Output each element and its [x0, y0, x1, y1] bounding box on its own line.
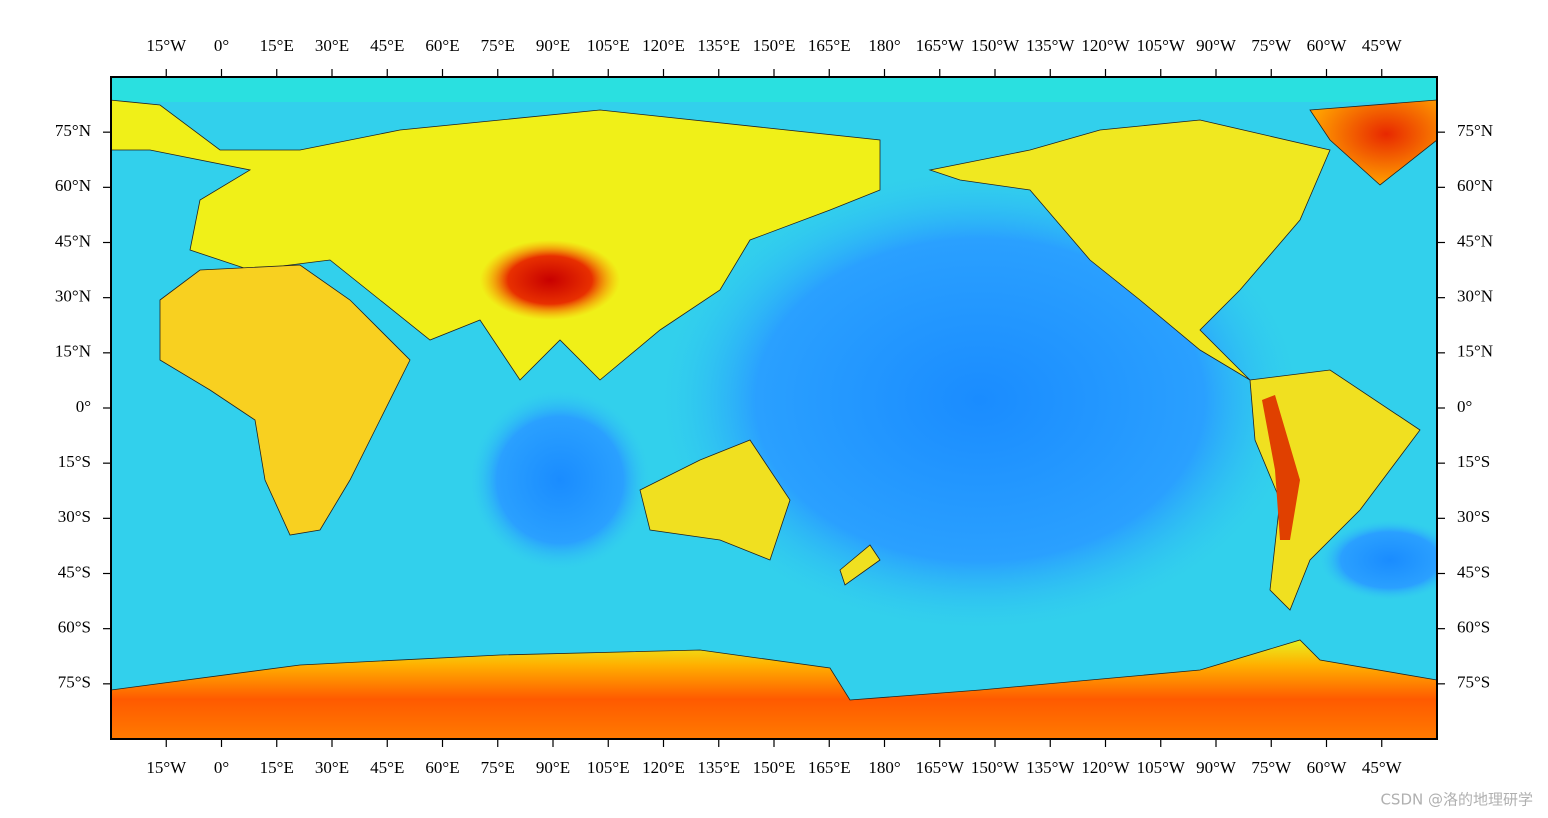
x-tick-label-bottom: 150°W [971, 758, 1020, 777]
x-tick-label-bottom: 60°E [425, 758, 459, 777]
y-tick-label-right: 75°N [1457, 121, 1493, 140]
x-tick-label-bottom: 0° [214, 758, 229, 777]
y-tick-label-left: 30°N [55, 287, 91, 306]
x-tick-label-top: 105°E [587, 36, 630, 55]
y-tick-label-left: 30°S [58, 507, 91, 526]
x-tick-label-bottom: 120°W [1081, 758, 1130, 777]
x-tick-label-top: 60°W [1307, 36, 1348, 55]
x-tick-label-bottom: 180° [868, 758, 900, 777]
y-tick-label-left: 60°S [58, 618, 91, 637]
y-tick-label-right: 30°S [1457, 507, 1490, 526]
x-tick-label-top: 120°W [1081, 36, 1130, 55]
y-tick-label-left: 75°S [58, 673, 91, 692]
y-tick-label-left: 45°S [58, 562, 91, 581]
x-tick-label-top: 30°E [315, 36, 349, 55]
x-tick-label-bottom: 15°E [260, 758, 294, 777]
y-tick-label-right: 0° [1457, 397, 1472, 416]
x-tick-label-bottom: 75°W [1251, 758, 1292, 777]
x-tick-label-top: 45°E [370, 36, 404, 55]
x-tick-label-bottom: 150°E [753, 758, 796, 777]
y-tick-label-right: 30°N [1457, 287, 1493, 306]
y-tick-label-left: 60°N [55, 176, 91, 195]
x-tick-label-top: 15°E [260, 36, 294, 55]
x-tick-label-top: 60°E [425, 36, 459, 55]
x-tick-label-top: 135°W [1026, 36, 1075, 55]
y-tick-label-left: 15°N [55, 342, 91, 361]
x-tick-label-top: 45°W [1362, 36, 1403, 55]
x-tick-label-top: 75°W [1251, 36, 1292, 55]
map-image [111, 77, 1437, 739]
x-tick-label-top: 150°W [971, 36, 1020, 55]
x-tick-label-bottom: 135°E [697, 758, 740, 777]
x-tick-label-top: 105°W [1137, 36, 1186, 55]
y-tick-label-left: 15°S [58, 452, 91, 471]
x-tick-label-top: 180° [868, 36, 900, 55]
x-tick-label-top: 90°E [536, 36, 570, 55]
x-tick-label-bottom: 45°E [370, 758, 404, 777]
x-tick-label-bottom: 45°W [1362, 758, 1403, 777]
y-tick-label-right: 15°N [1457, 342, 1493, 361]
x-tick-label-bottom: 105°E [587, 758, 630, 777]
x-tick-label-top: 165°W [916, 36, 965, 55]
y-tick-label-left: 75°N [55, 121, 91, 140]
x-tick-label-bottom: 105°W [1137, 758, 1186, 777]
y-tick-label-right: 15°S [1457, 452, 1490, 471]
watermark: CSDN @洛的地理研学 [1380, 791, 1533, 809]
y-tick-label-right: 60°N [1457, 176, 1493, 195]
x-tick-label-top: 150°E [753, 36, 796, 55]
x-tick-label-top: 15°W [146, 36, 187, 55]
x-tick-label-bottom: 75°E [481, 758, 515, 777]
y-tick-label-right: 75°S [1457, 673, 1490, 692]
x-tick-label-top: 135°E [697, 36, 740, 55]
x-tick-label-bottom: 60°W [1307, 758, 1348, 777]
y-tick-label-right: 45°S [1457, 562, 1490, 581]
y-tick-label-right: 45°N [1457, 231, 1493, 250]
y-tick-label-left: 45°N [55, 231, 91, 250]
x-tick-label-bottom: 135°W [1026, 758, 1075, 777]
y-tick-label-right: 60°S [1457, 618, 1490, 637]
x-tick-label-top: 120°E [642, 36, 685, 55]
y-tick-label-left: 0° [76, 397, 91, 416]
x-tick-label-top: 75°E [481, 36, 515, 55]
x-tick-label-top: 90°W [1196, 36, 1237, 55]
x-tick-label-bottom: 90°W [1196, 758, 1237, 777]
x-tick-label-bottom: 165°E [808, 758, 851, 777]
x-tick-label-bottom: 15°W [146, 758, 187, 777]
x-tick-label-top: 165°E [808, 36, 851, 55]
x-tick-label-top: 0° [214, 36, 229, 55]
x-tick-label-bottom: 30°E [315, 758, 349, 777]
x-tick-label-bottom: 90°E [536, 758, 570, 777]
x-tick-label-bottom: 120°E [642, 758, 685, 777]
x-tick-label-bottom: 165°W [916, 758, 965, 777]
